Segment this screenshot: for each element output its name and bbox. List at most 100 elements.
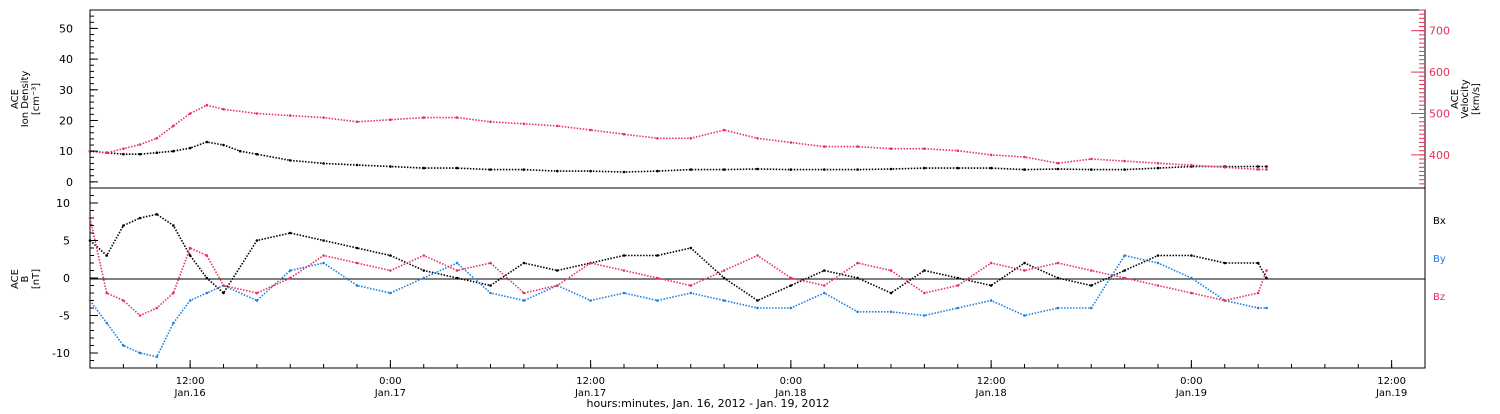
top-series-0-point — [656, 169, 659, 173]
top-right-tick-label: 400 — [1429, 149, 1450, 162]
top-series-0-point — [856, 168, 859, 171]
top-series-0-point — [756, 167, 759, 171]
top-series-0-point — [1090, 168, 1093, 171]
top-series-1-point — [756, 137, 759, 140]
top-series-0-point — [1265, 165, 1268, 168]
b-series-bz-point — [1056, 261, 1060, 265]
x-tick-time-label: 0:00 — [379, 376, 401, 387]
legend-bz: Bz — [1433, 292, 1445, 303]
top-series-0-point — [1056, 167, 1060, 171]
top-series-0-point — [355, 163, 359, 167]
b-series-bx-point — [489, 284, 492, 287]
b-series-by-point — [255, 299, 259, 302]
top-series-1-point — [455, 116, 459, 119]
top-series-1-point — [1023, 155, 1026, 159]
top-series-1-point — [172, 124, 175, 128]
x-tick-date-label: Jan.19 — [1375, 388, 1407, 399]
b-series-bz-point — [122, 299, 125, 302]
b-series-bz-point — [255, 291, 259, 295]
b-series-bz-point — [1156, 284, 1160, 287]
top-series-1-point — [956, 149, 960, 152]
b-series-bz-point — [756, 254, 759, 257]
b-series-bx-point — [105, 254, 108, 257]
top-series-0-point — [122, 152, 125, 156]
top-series-0-point — [138, 152, 142, 156]
b-series-bx-point — [255, 239, 259, 242]
top-series-0-point — [222, 143, 225, 147]
b-series-bz-point — [923, 291, 926, 295]
top-series-1-point — [1123, 159, 1126, 163]
x-tick-date-label: Jan.18 — [974, 388, 1006, 399]
bottom-left-ylabel: ACE B [nT] — [10, 269, 42, 289]
top-series-0-point — [522, 168, 526, 171]
b-series-bx-point — [1265, 276, 1268, 280]
top-right-tick-label: 700 — [1429, 25, 1450, 38]
b-series-by-point — [355, 284, 359, 287]
x-tick-date-label: Jan.18 — [774, 388, 806, 399]
b-series-by-point — [422, 276, 426, 280]
b-series-by-point — [1123, 254, 1126, 257]
b-series-by-point — [188, 299, 192, 302]
top-series-1-point — [1223, 166, 1227, 169]
top-series-1-point — [1156, 161, 1160, 165]
legend-bx: Bx — [1433, 216, 1446, 227]
b-series-by-point — [322, 261, 325, 265]
top-series-0-point — [722, 168, 726, 171]
b-series-bz-point — [989, 261, 993, 265]
top-left-tick-label: 50 — [59, 22, 73, 35]
x-tick-date-label: Jan.19 — [1175, 388, 1207, 399]
top-series-0-point — [622, 170, 626, 174]
b-series-by-point — [1265, 306, 1268, 310]
b-series-by-point — [1090, 306, 1093, 310]
b-series-bz-point — [205, 254, 209, 257]
top-series-0-point — [956, 166, 960, 170]
b-series-by-point — [105, 321, 108, 325]
b-series-bx-point — [689, 246, 693, 250]
b-series-bz-trace — [89, 217, 1268, 317]
bottom-tick-label: 5 — [63, 235, 70, 248]
b-series-bx-point — [122, 224, 125, 227]
top-series-1-point — [789, 141, 793, 144]
top-series-0-point — [489, 168, 492, 171]
b-series-bz-point — [889, 269, 893, 272]
b-series-bx-point — [722, 276, 726, 280]
top-series-1-point — [138, 143, 142, 146]
data-marks — [88, 103, 1268, 359]
ylabel-b-line3: [nT] — [31, 269, 42, 289]
b-series-by-point — [172, 321, 175, 325]
ylabel-right-line2: Velocity — [1460, 79, 1471, 118]
top-left-tick-label: 40 — [59, 53, 73, 66]
top-series-1-trace — [89, 104, 1267, 171]
x-tick-date-label: Jan.16 — [173, 388, 205, 399]
b-series-bx-point — [188, 254, 192, 257]
top-series-1-point — [105, 151, 108, 155]
top-series-0-point — [455, 166, 459, 170]
top-series-1-point — [155, 137, 159, 140]
top-right-tick-label: 600 — [1429, 66, 1450, 79]
b-series-bx-point — [155, 213, 159, 216]
top-left-tick-label: 30 — [59, 84, 73, 97]
bottom-tick-label: 10 — [56, 197, 70, 210]
b-series-bx-point — [1123, 269, 1126, 272]
top-series-1-point — [1056, 161, 1060, 165]
b-series-bz-point — [489, 261, 492, 265]
b-series-bz-point — [1023, 269, 1026, 272]
top-series-0-point — [205, 140, 209, 144]
b-series-bx-point — [1156, 254, 1160, 257]
top-series-0-point — [422, 166, 426, 170]
axis-ticks: 01020304050400500600700-10-5051012:00Jan… — [52, 9, 1450, 399]
b-series-bz-point — [1223, 299, 1227, 302]
x-tick-time-label: 12:00 — [176, 376, 205, 387]
b-series-bz-point — [222, 284, 225, 287]
b-series-bx-point — [289, 231, 292, 235]
ylabel-right-line3: [km/s] — [1471, 83, 1482, 115]
b-series-bx-point — [789, 284, 793, 287]
b-series-bz-point — [856, 261, 859, 265]
b-series-bx-point — [856, 276, 859, 280]
top-series-0-point — [188, 146, 192, 150]
top-series-1-point — [389, 118, 392, 121]
b-series-by-point — [656, 299, 659, 302]
top-series-1-point — [122, 147, 125, 150]
b-series-bz-point — [155, 306, 159, 310]
top-left-tick-label: 10 — [59, 145, 73, 158]
